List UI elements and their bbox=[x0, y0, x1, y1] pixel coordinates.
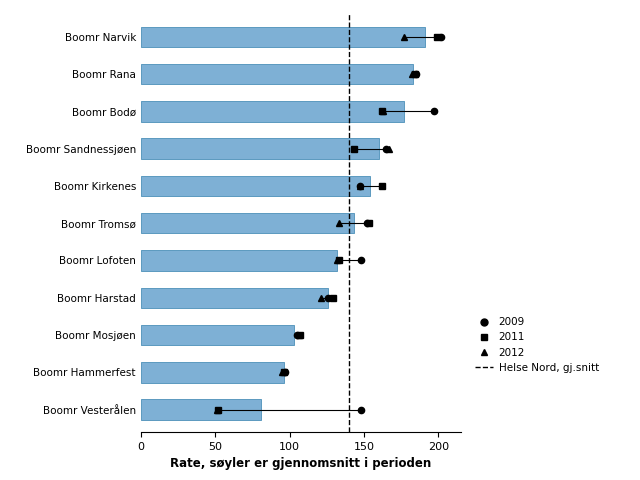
Legend: 2009, 2011, 2012, Helse Nord, gj.snitt: 2009, 2011, 2012, Helse Nord, gj.snitt bbox=[475, 317, 599, 373]
X-axis label: Rate, søyler er gjennomsnitt i perioden: Rate, søyler er gjennomsnitt i perioden bbox=[170, 457, 431, 470]
Bar bbox=[141, 250, 337, 271]
Bar bbox=[141, 362, 284, 383]
Bar bbox=[141, 325, 294, 345]
Bar bbox=[141, 176, 370, 196]
Bar bbox=[141, 101, 404, 121]
Bar bbox=[141, 288, 328, 308]
Bar bbox=[141, 26, 425, 47]
Bar bbox=[141, 64, 413, 84]
Bar bbox=[141, 138, 379, 159]
Bar bbox=[141, 399, 261, 420]
Bar bbox=[141, 213, 354, 233]
